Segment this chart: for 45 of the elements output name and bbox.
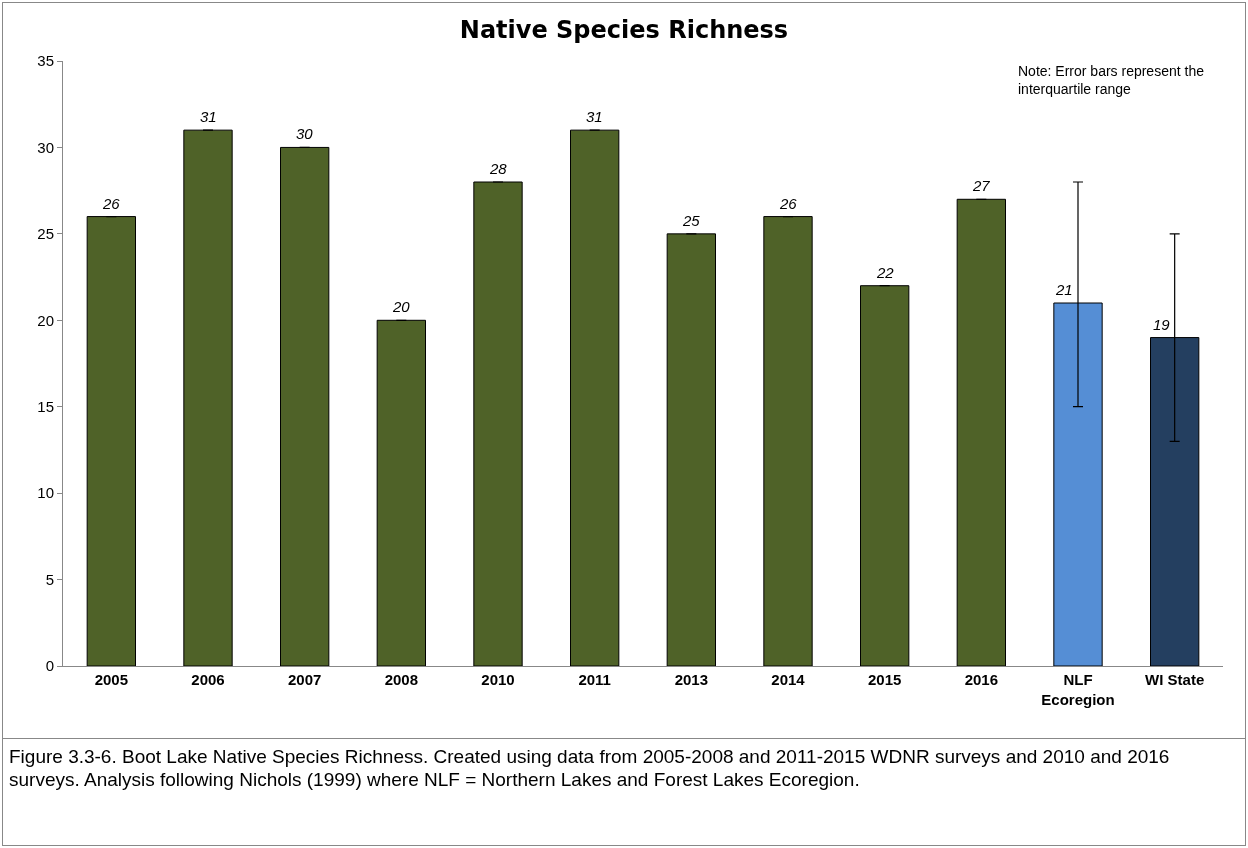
x-tick-label: 2010 [481, 671, 515, 688]
x-tick-label: 2008 [384, 671, 419, 688]
bar [86, 216, 136, 666]
x-tick-label: 2007 [287, 671, 322, 688]
x-tick-label: 2011 [578, 671, 611, 688]
bar [570, 129, 620, 666]
data-label: 22 [876, 264, 895, 281]
data-label: 20 [392, 298, 411, 315]
x-tick-label: 2014 [771, 671, 806, 688]
y-tick-label: 15 [37, 397, 54, 415]
bar [860, 285, 910, 666]
y-tick-label: 0 [45, 657, 54, 675]
x-tick-label: 2006 [191, 671, 225, 688]
x-tick-label: 2015 [867, 671, 902, 688]
x-tick-label: 2005 [94, 671, 129, 688]
y-tick-label: 25 [37, 225, 54, 243]
bar [183, 129, 233, 666]
x-tick-label: NLF Ecoregion [1041, 671, 1115, 708]
bar [763, 216, 813, 666]
data-label: 19 [1153, 316, 1171, 333]
data-label: 27 [972, 177, 991, 194]
data-label: 25 [682, 212, 701, 229]
bar [473, 181, 523, 666]
x-tick-label: 2016 [964, 671, 999, 688]
caption: Figure 3.3-6. Boot Lake Native Species Richness. Created using data from 2005-2008 and 2011-2015 WDNR surveys and 2010 and 2016 surveys. Analysis following Nichols (1999) where NLF = Northern Lakes and Forest Lakes Ecoregion. [9, 745, 1171, 791]
data-label: 28 [489, 160, 508, 177]
y-tick-label: 5 [45, 570, 54, 588]
x-tick-label: WI State [1145, 671, 1205, 688]
bar [376, 319, 426, 666]
bar [666, 233, 716, 666]
y-tick-label: 20 [37, 311, 54, 329]
x-tick-label: 2013 [674, 671, 709, 688]
annotation: Note: Error bars represent the interquartile range [1018, 63, 1205, 98]
data-label: 21 [1055, 281, 1073, 298]
y-tick-label: 35 [37, 52, 54, 70]
chart-title: Native Species Richness [459, 16, 789, 45]
data-label: 26 [102, 195, 121, 212]
data-label: 26 [779, 195, 798, 212]
bar [956, 198, 1006, 666]
data-label: 31 [200, 108, 217, 125]
data-label: 30 [296, 125, 314, 142]
y-tick-label: 30 [37, 138, 54, 156]
data-label: 31 [586, 108, 603, 125]
y-tick-label: 10 [37, 484, 54, 502]
bar [280, 146, 330, 666]
